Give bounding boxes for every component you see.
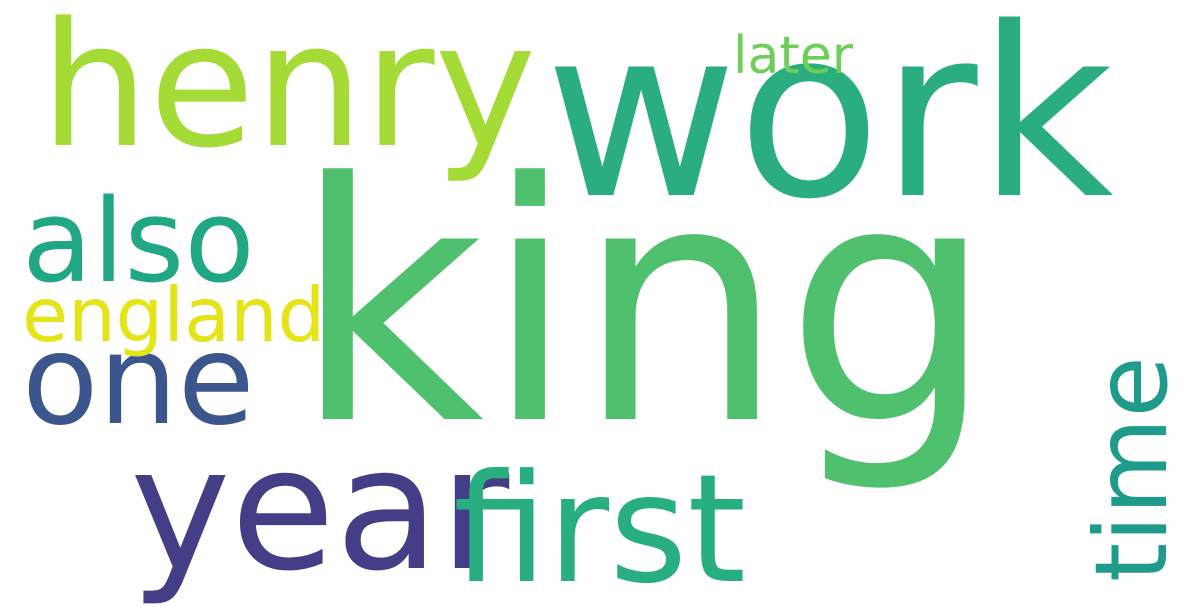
word-england: england — [22, 271, 326, 359]
word-time: time — [1073, 356, 1185, 582]
word-henry: henry — [40, 0, 537, 186]
word-later: later — [733, 26, 854, 86]
word-also: also — [22, 175, 255, 309]
word-work: work — [545, 0, 1114, 251]
word-one: one — [22, 308, 255, 453]
word-year: year — [130, 411, 510, 607]
word-first: first — [453, 443, 747, 607]
word-king: king — [293, 113, 995, 497]
